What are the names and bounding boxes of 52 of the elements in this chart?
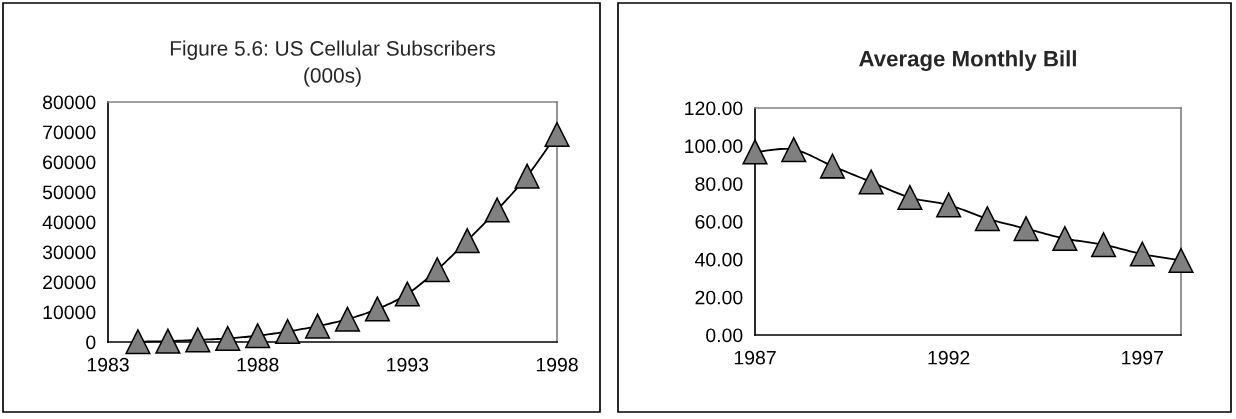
point (1052, 225, 1078, 252)
point (334, 306, 361, 332)
y-tick-label: 10000 (43, 305, 96, 320)
y-tick-label: 20000 (43, 275, 96, 290)
point (304, 313, 331, 339)
point (484, 197, 510, 223)
y-tick-label: 70000 (43, 125, 96, 140)
point (275, 318, 301, 345)
point (742, 139, 768, 165)
y-tick-label: 40.00 (694, 252, 743, 267)
y-tick-label: 20.00 (695, 290, 743, 305)
point (424, 257, 450, 283)
point (858, 169, 884, 195)
y-tick-label: 60.00 (695, 214, 743, 229)
point (819, 153, 846, 179)
y-tick-label: 0 (86, 335, 96, 350)
y-tick-label: 120.00 (685, 101, 743, 116)
point (936, 192, 962, 218)
point (1129, 241, 1155, 267)
point (155, 328, 181, 354)
chart-title: Figure 5.6: US Cellular Subscribers (000s) (170, 40, 496, 87)
point (1090, 232, 1117, 258)
x-tick-label: 1987 (734, 350, 776, 365)
y-tick-label: 40000 (42, 215, 96, 230)
point (185, 327, 211, 353)
chart-title: Average Monthly Bill (859, 50, 1076, 72)
point (781, 137, 807, 163)
point (514, 163, 540, 189)
point (974, 206, 1000, 232)
y-tick-label: 50000 (42, 185, 96, 200)
x-tick-label: 1988 (237, 357, 279, 372)
point (454, 228, 480, 254)
y-tick-label: 100.00 (685, 139, 743, 154)
point (394, 281, 420, 307)
point (897, 184, 923, 211)
point (364, 296, 390, 322)
x-tick-label: 1993 (387, 357, 429, 372)
point (125, 329, 151, 355)
point (215, 325, 241, 351)
point (245, 323, 271, 349)
point (1013, 216, 1039, 242)
y-tick-label: 60000 (43, 155, 96, 170)
x-tick-label: 1997 (1122, 350, 1163, 365)
x-tick-label: 1983 (87, 357, 129, 372)
y-tick-label: 30000 (42, 245, 96, 260)
point (1168, 247, 1194, 274)
y-tick-label: 0.00 (706, 328, 743, 343)
x-tick-label: 1998 (536, 357, 578, 372)
y-tick-label: 80.00 (695, 177, 743, 191)
x-tick-label: 1992 (928, 350, 970, 365)
y-tick-label: 80000 (42, 95, 96, 110)
point (544, 121, 570, 147)
